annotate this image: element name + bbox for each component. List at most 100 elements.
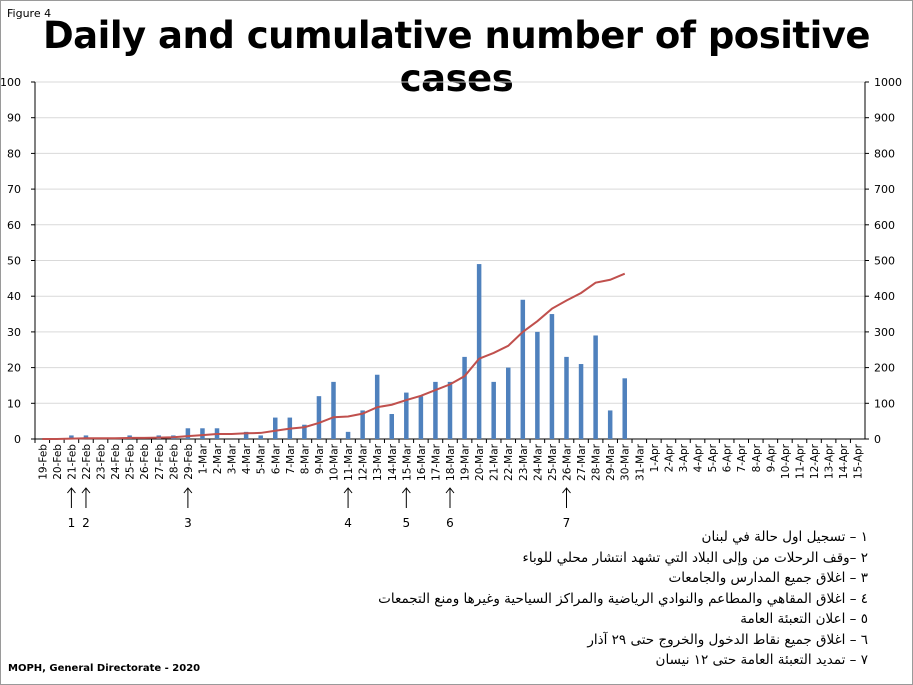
x-tick-label: 3-Mar (227, 443, 239, 474)
y2-tick-label: 600 (874, 219, 895, 232)
annotation-arrow-head (343, 487, 353, 494)
legend-item-3: ٣ – اغلاق جميع المدارس والجامعات (668, 570, 868, 586)
annotation-label: 5 (402, 516, 410, 530)
bar (462, 356, 467, 439)
bar (302, 424, 307, 439)
bar (549, 314, 555, 439)
bar (273, 417, 278, 439)
x-tick-label: 23-Mar (518, 443, 530, 481)
x-tick-label: 29-Feb (183, 444, 195, 480)
bar (200, 428, 205, 439)
cumulative-line (42, 272, 626, 440)
x-tick-label: 28-Mar (591, 443, 603, 481)
x-tick-label: 13-Apr (824, 443, 836, 479)
x-tick-label: 31-Mar (634, 443, 646, 481)
x-tick-label: 5-Apr (707, 443, 719, 472)
bar (447, 381, 453, 439)
bar (83, 435, 89, 439)
bar (607, 410, 613, 439)
y-tick-label: 70 (7, 183, 21, 196)
x-tick-label: 26-Feb (139, 444, 151, 480)
y2-tick-label: 500 (874, 255, 895, 268)
annotation-arrow-head (183, 487, 193, 494)
x-tick-label: 19-Mar (460, 443, 472, 481)
x-tick-label: 21-Feb (66, 444, 78, 480)
annotation-arrow-head (401, 487, 411, 494)
x-tick-label: 12-Apr (809, 443, 821, 479)
footer-source: MOPH, General Directorate - 2020 (8, 663, 201, 674)
x-tick-label: 15-Apr (853, 443, 865, 479)
y2-tick-label: 400 (874, 290, 895, 303)
x-tick-label: 2-Apr (663, 443, 675, 472)
y2-tick-label: 200 (874, 362, 895, 375)
x-tick-label: 4-Mar (241, 443, 253, 474)
bar (622, 378, 627, 439)
x-tick-label: 30-Mar (620, 443, 632, 481)
x-tick-label: 6-Apr (722, 443, 734, 472)
x-tick-label: 9-Apr (765, 443, 777, 472)
y2-tick-label: 700 (874, 183, 895, 196)
bar (360, 410, 365, 439)
y-tick-label: 90 (7, 112, 21, 125)
x-tick-label: 27-Feb (154, 444, 166, 480)
bar (331, 381, 336, 439)
y2-tick-label: 300 (874, 326, 895, 339)
bar (476, 264, 482, 439)
y2-tick-label: 0 (874, 433, 881, 446)
y-tick-label: 100 (0, 76, 21, 89)
x-tick-label: 22-Mar (503, 443, 515, 481)
x-tick-label: 11-Apr (794, 443, 806, 479)
x-tick-label: 20-Feb (52, 444, 64, 480)
bar (520, 299, 526, 439)
y-tick-label: 60 (7, 219, 21, 232)
x-tick-label: 15-Mar (401, 443, 413, 481)
x-tick-label: 8-Mar (299, 443, 311, 474)
x-tick-label: 16-Mar (416, 443, 428, 481)
legend-item-4: ٤ – اغلاق المقاهي والمطاعم والنوادي الري… (378, 590, 868, 607)
bar (535, 331, 540, 439)
annotation-arrow-head (445, 487, 455, 494)
annotation-arrow-head (562, 487, 571, 494)
x-tick-label: 7-Apr (736, 443, 748, 472)
bar (316, 396, 322, 439)
annotation-arrow-head (81, 487, 91, 494)
annotation-arrow-head (67, 487, 76, 494)
x-tick-label: 10-Mar (329, 443, 341, 481)
bar (418, 396, 424, 439)
bar (593, 335, 598, 439)
x-tick-label: 1-Apr (649, 443, 661, 472)
x-tick-label: 3-Apr (678, 443, 690, 472)
annotation-label: 7 (563, 516, 571, 530)
chart-title: Daily and cumulative number of positive … (42, 14, 871, 100)
x-tick-label: 11-Mar (343, 443, 355, 481)
y-tick-label: 80 (7, 147, 21, 160)
x-tick-label: 27-Mar (576, 443, 588, 481)
x-tick-label: 18-Mar (445, 443, 457, 481)
legend-item-6: ٦ – اغلاق جميع نقاط الدخول والخروج حتى ٢… (587, 631, 868, 648)
annotation-label: 4 (344, 516, 352, 530)
x-tick-label: 21-Mar (489, 443, 501, 481)
x-tick-label: 1-Mar (197, 443, 209, 474)
bar (491, 381, 496, 439)
x-tick-label: 13-Mar (372, 443, 384, 481)
y-tick-label: 30 (7, 326, 21, 339)
figure-label: Figure 4 (7, 7, 52, 20)
y-tick-label: 0 (14, 433, 21, 446)
x-tick-label: 9-Mar (314, 443, 326, 474)
x-tick-label: 22-Feb (81, 444, 93, 480)
legend: ١ – تسجيل اول حالة في لبنان ٢ –وقف الرحل… (330, 527, 868, 671)
bar (345, 431, 351, 439)
annotation-label: 3 (184, 516, 192, 530)
x-tick-label: 24-Mar (532, 443, 544, 481)
legend-item-2: ٢ –وقف الرحلات من وإلى البلاد التي تشهد … (522, 549, 868, 566)
bar (389, 414, 395, 439)
x-tick-label: 5-Mar (256, 443, 268, 474)
y-tick-label: 40 (7, 290, 21, 303)
x-tick-label: 14-Mar (387, 443, 399, 481)
bar (258, 435, 263, 439)
legend-item-1: ١ – تسجيل اول حالة في لبنان (701, 529, 868, 545)
bar (185, 428, 191, 439)
bar (433, 381, 438, 439)
annotation-label: 6 (446, 516, 454, 530)
